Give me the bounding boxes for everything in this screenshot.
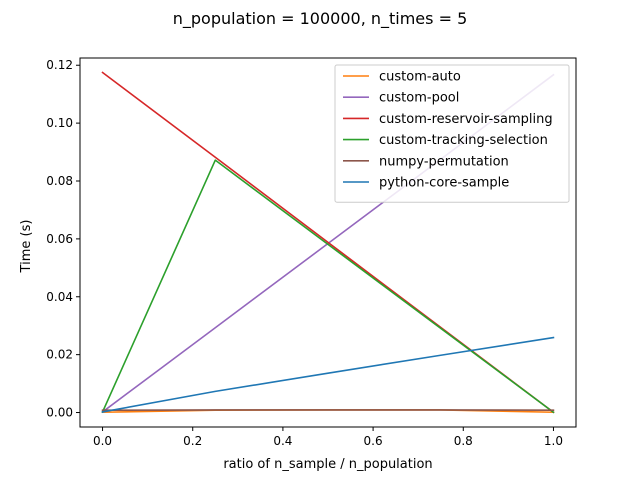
legend-label-custom-tracking-selection: custom-tracking-selection xyxy=(379,133,548,148)
x-axis-label: ratio of n_sample / n_population xyxy=(223,457,432,472)
x-tick-label: 0.6 xyxy=(364,434,383,448)
legend-label-custom-reservoir-sampling: custom-reservoir-sampling xyxy=(379,112,553,127)
y-tick-label: 0.12 xyxy=(46,58,73,72)
y-tick-label: 0.00 xyxy=(46,406,73,420)
x-tick-label: 0.0 xyxy=(93,434,112,448)
legend-label-custom-pool: custom-pool xyxy=(379,91,459,106)
y-axis-label: Time (s) xyxy=(19,220,34,274)
chart-title: n_population = 100000, n_times = 5 xyxy=(173,9,468,29)
legend-label-python-core-sample: python-core-sample xyxy=(379,176,509,191)
plot-area xyxy=(101,71,555,414)
legend: custom-auto custom-pool custom-reservoir-s… xyxy=(334,64,570,203)
series-line-custom-tracking-selection xyxy=(101,159,555,414)
y-tick-label: 0.06 xyxy=(46,232,73,246)
axes-frame xyxy=(79,57,577,428)
y-tick-label: 0.02 xyxy=(46,348,73,362)
x-tick-label: 0.2 xyxy=(183,434,202,448)
x-tick-label: 0.8 xyxy=(454,434,473,448)
y-tick-label: 0.04 xyxy=(46,290,73,304)
y-tick-label: 0.10 xyxy=(46,116,73,130)
y-tick-label: 0.08 xyxy=(46,174,73,188)
legend-box xyxy=(334,64,570,203)
x-tick-label: 0.4 xyxy=(273,434,292,448)
legend-label-numpy-permutation: numpy-permutation xyxy=(379,154,509,169)
x-tick-label: 1.0 xyxy=(544,434,563,448)
series-line-python-core-sample xyxy=(101,336,555,413)
axes: 0.0 0.2 0.4 0.6 0.8 1.0 0.00 0.02 0.04 0.06 0.08 0.… xyxy=(46,57,577,448)
legend-label-custom-auto: custom-auto xyxy=(379,70,461,85)
